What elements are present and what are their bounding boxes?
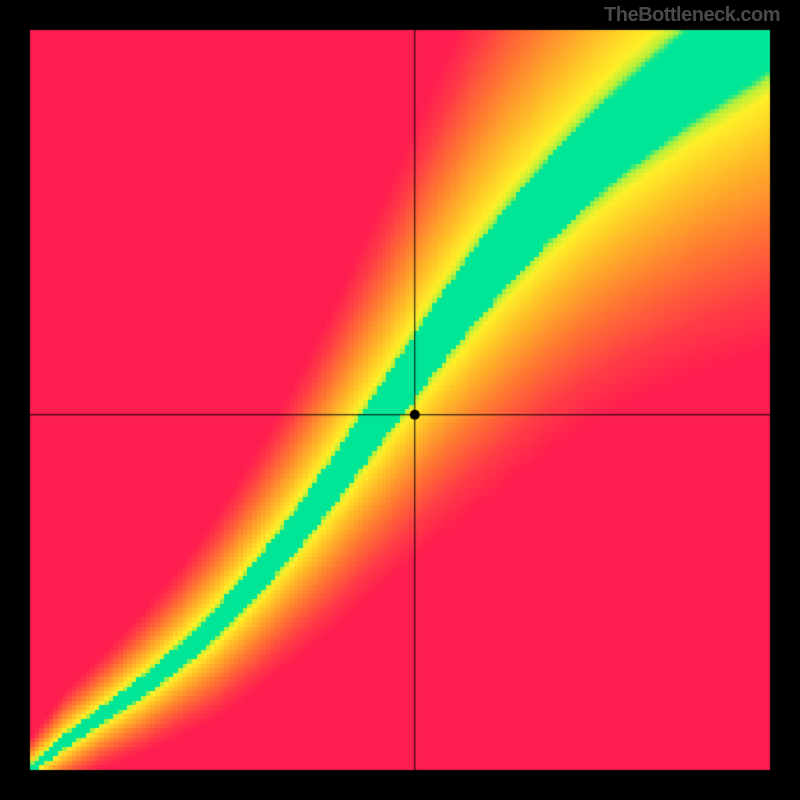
- chart-container: TheBottleneck.com: [0, 0, 800, 800]
- bottleneck-heatmap: [0, 0, 800, 800]
- watermark-text: TheBottleneck.com: [604, 4, 780, 27]
